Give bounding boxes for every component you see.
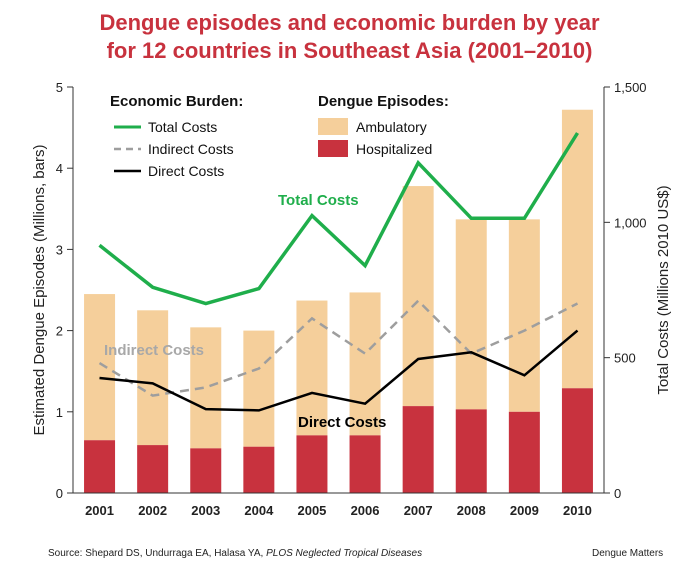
x-tick-label-2004: 2004 xyxy=(244,503,274,518)
line-total-costs xyxy=(98,132,579,306)
chart-title-line-1: Dengue episodes and economic burden by y… xyxy=(99,10,599,35)
lines-layer xyxy=(98,132,579,412)
bar-ambulatory-2008 xyxy=(455,219,487,410)
bar-ambulatory-2010 xyxy=(561,109,593,389)
y-right-tick-label-500: 500 xyxy=(614,351,636,366)
y-left-tick-label-3: 3 xyxy=(56,242,63,257)
bar-ambulatory-2001 xyxy=(84,294,116,441)
x-tick-label-2005: 2005 xyxy=(297,503,326,518)
bar-hospitalized-2009 xyxy=(508,411,540,493)
bar-hospitalized-2008 xyxy=(455,409,487,493)
legend-total-costs-label: Total Costs xyxy=(148,119,217,135)
x-tick-label-2003: 2003 xyxy=(191,503,220,518)
source-prefix: Source: Shepard DS, Undurraga EA, Halasa… xyxy=(48,548,266,559)
legend-hospitalized-label: Hospitalized xyxy=(356,141,432,157)
bar-ambulatory-2004 xyxy=(243,330,275,447)
annotation-direct-costs: Direct Costs xyxy=(298,414,386,431)
source-journal: PLOS Neglected Tropical Diseases xyxy=(266,548,422,559)
source-citation: Source: Shepard DS, Undurraga EA, Halasa… xyxy=(48,548,422,559)
x-tick-label-2009: 2009 xyxy=(510,503,539,518)
y-axis-right-label: Total Costs (Millions 2010 US$) xyxy=(655,185,672,394)
chart-title-line-2: for 12 countries in Southeast Asia (2001… xyxy=(107,38,593,63)
bar-hospitalized-2002 xyxy=(137,445,169,493)
y-left-tick-label-0: 0 xyxy=(56,486,63,501)
y-left-tick-label-4: 4 xyxy=(56,161,63,176)
bar-hospitalized-2007 xyxy=(402,406,434,493)
bar-hospitalized-2006 xyxy=(349,435,381,493)
x-tick-label-2002: 2002 xyxy=(138,503,167,518)
credit-dengue-matters: Dengue Matters xyxy=(592,548,663,559)
bar-ambulatory-2009 xyxy=(508,219,540,412)
bar-ambulatory-2002 xyxy=(137,310,169,446)
legend-ambulatory-label: Ambulatory xyxy=(356,119,427,135)
bar-hospitalized-2005 xyxy=(296,435,328,493)
legend-episodes-heading: Dengue Episodes: xyxy=(318,93,449,110)
bar-hospitalized-2003 xyxy=(190,448,222,493)
legend-ambulatory-swatch xyxy=(318,118,348,135)
bar-ambulatory-2006 xyxy=(349,292,381,436)
x-tick-label-2010: 2010 xyxy=(563,503,592,518)
bar-ambulatory-2007 xyxy=(402,186,434,407)
line-indirect-costs xyxy=(98,299,579,397)
x-tick-label-2008: 2008 xyxy=(457,503,486,518)
y-left-tick-label-2: 2 xyxy=(56,324,63,339)
axes-layer: 0 1 2 3 4 5 0 500 1,000 1,500 2001 2002 2003 2004 2005… xyxy=(56,80,647,518)
bar-hospitalized-2004 xyxy=(243,446,275,493)
legend-direct-costs-label: Direct Costs xyxy=(148,163,224,179)
annotation-total-costs: Total Costs xyxy=(278,192,359,209)
y-axis-left-label: Estimated Dengue Episodes (Millions, bar… xyxy=(31,145,48,436)
x-tick-label-2001: 2001 xyxy=(85,503,114,518)
y-left-tick-label-1: 1 xyxy=(56,405,63,420)
annotation-indirect-costs: Indirect Costs xyxy=(104,342,204,359)
y-left-tick-label-5: 5 xyxy=(56,80,63,95)
legend-indirect-costs-label: Indirect Costs xyxy=(148,141,234,157)
y-right-tick-label-1,500: 1,500 xyxy=(614,80,647,95)
line-direct-costs xyxy=(99,329,579,412)
bar-hospitalized-2010 xyxy=(561,388,593,493)
x-tick-label-2007: 2007 xyxy=(404,503,433,518)
legend-hospitalized-swatch xyxy=(318,140,348,157)
y-right-tick-label-0: 0 xyxy=(614,486,621,501)
legend-economic-heading: Economic Burden: xyxy=(110,93,243,110)
x-tick-label-2006: 2006 xyxy=(351,503,380,518)
y-right-tick-label-1,000: 1,000 xyxy=(614,215,647,230)
bar-ambulatory-2005 xyxy=(296,300,328,436)
bar-hospitalized-2001 xyxy=(84,440,116,493)
